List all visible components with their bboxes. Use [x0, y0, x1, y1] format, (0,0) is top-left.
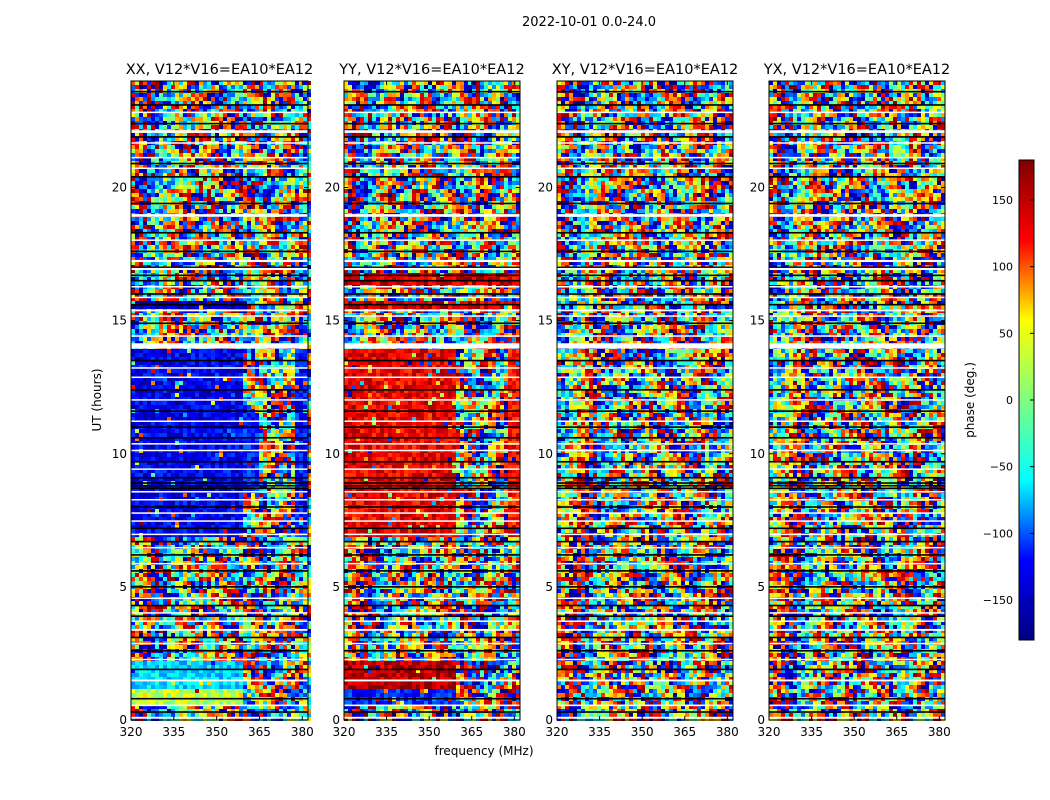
- x-tick-label: 320: [758, 725, 781, 739]
- heatmap-panel-3: XY, V12*V16=EA10*EA12 320 335 350 365 380 0 5 10…: [538, 62, 739, 739]
- x-tick-label: 335: [162, 725, 185, 739]
- panel-title: YY, V12*V16=EA10*EA12: [338, 62, 524, 78]
- x-tick-label: 335: [375, 725, 398, 739]
- x-tick-label: 335: [800, 725, 823, 739]
- x-tick-label: 365: [248, 725, 271, 739]
- y-tick-label: 5: [757, 580, 765, 594]
- heatmap-panel-4: YX, V12*V16=EA10*EA12 320 335 350 365 380 0 5 10…: [750, 62, 951, 739]
- heatmap-panel-2: YY, V12*V16=EA10*EA12 320 335 350 365 380 0 5 10…: [325, 62, 526, 739]
- x-tick-label: 350: [843, 725, 866, 739]
- y-tick-label: 20: [750, 181, 765, 195]
- y-tick-label: 0: [757, 713, 765, 727]
- panel-title: YX, V12*V16=EA10*EA12: [763, 62, 950, 78]
- phase-waterfall-figure: 2022-10-01 0.0-24.0 frequency (MHz) UT (…: [0, 0, 1050, 800]
- y-tick-label: 0: [119, 713, 127, 727]
- colorbar-tick-label: −100: [983, 527, 1013, 540]
- y-tick-label: 10: [750, 447, 765, 461]
- x-tick-label: 335: [588, 725, 611, 739]
- colorbar-tick-label: −50: [990, 461, 1013, 474]
- x-tick-label: 365: [885, 725, 908, 739]
- x-tick-label: 320: [546, 725, 569, 739]
- y-tick-label: 15: [538, 314, 553, 328]
- heatmap-panel-1: XX, V12*V16=EA10*EA12 320 335 350 365 380 0 5 10…: [112, 62, 314, 739]
- phase-colorbar: 150 100 50 0 −50 −100 −150 phase (deg.): [963, 160, 1034, 640]
- y-tick-label: 20: [538, 181, 553, 195]
- colorbar-tick-label: −150: [983, 594, 1013, 607]
- x-tick-label: 350: [205, 725, 228, 739]
- y-tick-label: 15: [325, 314, 340, 328]
- colorbar-tick-label: 100: [992, 261, 1013, 274]
- y-tick-label: 15: [112, 314, 127, 328]
- y-tick-label: 15: [750, 314, 765, 328]
- y-tick-label: 0: [332, 713, 340, 727]
- panel-title: XX, V12*V16=EA10*EA12: [126, 62, 314, 78]
- y-tick-label: 5: [332, 580, 340, 594]
- y-tick-label: 20: [112, 181, 127, 195]
- figure-ylabel: UT (hours): [90, 368, 104, 431]
- figure-xlabel: frequency (MHz): [434, 744, 533, 758]
- x-tick-label: 350: [418, 725, 441, 739]
- x-tick-label: 350: [631, 725, 654, 739]
- y-tick-label: 5: [545, 580, 553, 594]
- y-tick-label: 5: [119, 580, 127, 594]
- colorbar-tick-label: 50: [999, 327, 1013, 340]
- colorbar-tick-label: 0: [1006, 394, 1013, 407]
- colorbar-tick-label: 150: [992, 194, 1013, 207]
- colorbar-label: phase (deg.): [963, 362, 977, 438]
- x-tick-label: 380: [503, 725, 526, 739]
- panel-title: XY, V12*V16=EA10*EA12: [552, 62, 738, 78]
- y-tick-label: 10: [325, 447, 340, 461]
- y-tick-label: 20: [325, 181, 340, 195]
- heatmap-panels: XX, V12*V16=EA10*EA12 320 335 350 365 380 0 5 10…: [112, 62, 951, 739]
- x-tick-label: 320: [120, 725, 143, 739]
- y-tick-label: 0: [545, 713, 553, 727]
- y-tick-label: 10: [112, 447, 127, 461]
- x-tick-label: 380: [928, 725, 951, 739]
- x-tick-label: 320: [333, 725, 356, 739]
- x-tick-label: 380: [716, 725, 739, 739]
- figure-suptitle: 2022-10-01 0.0-24.0: [522, 15, 656, 30]
- x-tick-label: 380: [291, 725, 314, 739]
- x-tick-label: 365: [460, 725, 483, 739]
- y-tick-label: 10: [538, 447, 553, 461]
- x-tick-label: 365: [673, 725, 696, 739]
